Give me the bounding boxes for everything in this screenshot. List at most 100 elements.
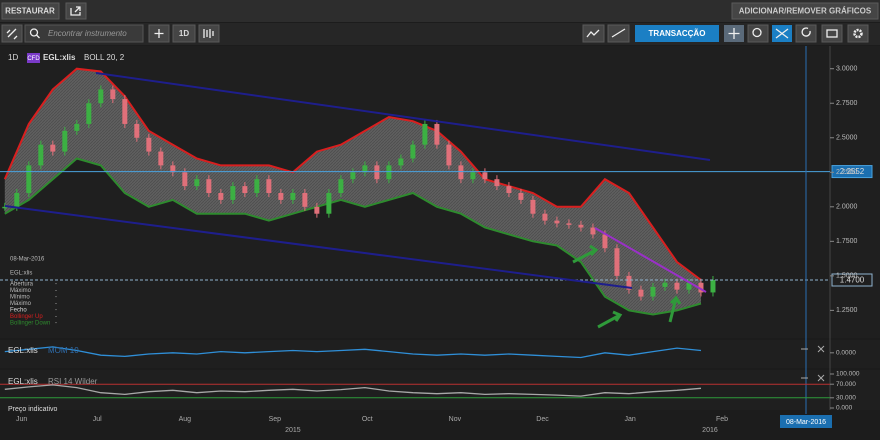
candle (638, 289, 644, 297)
candle (458, 165, 464, 180)
candle (62, 130, 68, 152)
mom-panel (0, 340, 880, 368)
candle (206, 179, 212, 193)
candle (314, 206, 320, 214)
candle (350, 172, 356, 180)
y-tick-label: 70.000 (836, 381, 856, 388)
trade-button[interactable] (635, 25, 719, 42)
candle (530, 199, 536, 214)
refresh-button[interactable] (795, 24, 817, 43)
candle (662, 282, 668, 287)
candle (446, 144, 452, 166)
y-tick-label: 1.2500 (836, 307, 858, 314)
restore-button[interactable] (1, 2, 60, 20)
candle (578, 224, 584, 228)
candle (218, 193, 224, 200)
candle (338, 179, 344, 193)
chart-layer: 2.2552 1.4700 Jun Jul Aug Sep Oct Nov Dec Jan Feb 2… (0, 46, 873, 434)
candle (602, 234, 608, 249)
indicator-line (4, 346, 702, 359)
candle (518, 193, 524, 200)
bollinger-down (4, 157, 702, 316)
settings-button[interactable] (847, 24, 869, 43)
refresh-icon (801, 27, 811, 37)
candle (710, 280, 716, 293)
candle (242, 186, 248, 193)
y-tick-label: 0.0000 (836, 350, 856, 357)
interval-label: 1D (179, 29, 189, 38)
info-value: - (55, 301, 57, 307)
candle (362, 165, 368, 173)
chart-type-button[interactable] (198, 24, 220, 43)
candle (422, 123, 428, 145)
candle (470, 172, 476, 180)
candle (146, 137, 152, 152)
indicator-button[interactable] (582, 24, 605, 43)
info-symbol: EGL:xlis (10, 271, 32, 277)
panel-controls[interactable] (801, 345, 825, 382)
draw-icon (611, 28, 626, 38)
y-tick-label: 100.000 (836, 371, 860, 378)
x-tick-label: Nov (449, 416, 462, 423)
candle (398, 158, 404, 166)
candle (302, 193, 308, 207)
add-icon (154, 29, 164, 38)
info-label: Máximo (10, 288, 32, 294)
info-value: - (55, 282, 57, 288)
y-tick-label: 2.2500 (836, 169, 858, 176)
badge-label: CFD (27, 56, 40, 62)
snapshot-icon (826, 29, 838, 38)
candle (50, 144, 56, 152)
info-fields: Abertura -Máximo -Mínimo -Máximo -Fecho -Boll… (10, 282, 57, 327)
interval-button[interactable] (172, 24, 196, 43)
candle (98, 89, 104, 104)
rsi-panel (0, 370, 880, 410)
year-label: 2016 (702, 427, 718, 434)
candle (698, 282, 704, 293)
mom-indicator: MOM 10 (48, 346, 79, 355)
indicator-line (4, 384, 702, 397)
crosshair-label: 08-Mar-2016 (786, 419, 826, 426)
x-tick-label: Jul (93, 416, 102, 423)
zoom-button[interactable] (747, 24, 769, 43)
search-icon-handle (36, 34, 40, 39)
candle (566, 223, 572, 225)
search-placeholder: Encontrar instrumento (48, 29, 127, 38)
price-tag-label: 2.2552 (840, 167, 865, 176)
x-tick-label: Sep (269, 416, 282, 423)
header-interval: 1D (8, 53, 18, 62)
info-label: Máximo (10, 301, 32, 307)
chart-type-icon (203, 29, 214, 38)
candle (434, 123, 440, 145)
search-box[interactable] (24, 24, 144, 43)
candle (554, 220, 560, 224)
header-indicator: BOLL 20, 2 (84, 53, 125, 62)
mom-symbol: EGL:xlis (8, 346, 38, 355)
y-tick-label: 1.5000 (836, 273, 858, 280)
x-tick-label: Oct (362, 416, 373, 423)
candle (506, 186, 512, 193)
info-value: - (55, 321, 57, 327)
link-icon (6, 28, 18, 40)
candle (254, 179, 260, 193)
candle (122, 99, 128, 124)
trend-line-purple (594, 227, 707, 293)
candle (158, 151, 164, 166)
add-remove-label: ADICIONAR/REMOVER GRÁFICOS (739, 7, 872, 16)
bollinger-up (3, 67, 702, 281)
arrow (668, 295, 682, 323)
info-value: - (55, 314, 57, 320)
info-date: 08-Mar-2016 (10, 257, 45, 263)
crosshair-icon (728, 28, 740, 39)
rsi-indicator: RSI 14 Wilder (48, 377, 98, 386)
x-tick-label: Feb (716, 416, 728, 423)
info-label: Bollinger Down (10, 321, 50, 327)
y-tick-label: 1.7500 (836, 238, 858, 245)
candle (674, 282, 680, 290)
snapshot-button[interactable] (821, 24, 843, 43)
candle (590, 227, 596, 235)
y-tick-label: 2.5000 (836, 135, 858, 142)
add-remove-button[interactable] (731, 2, 879, 20)
